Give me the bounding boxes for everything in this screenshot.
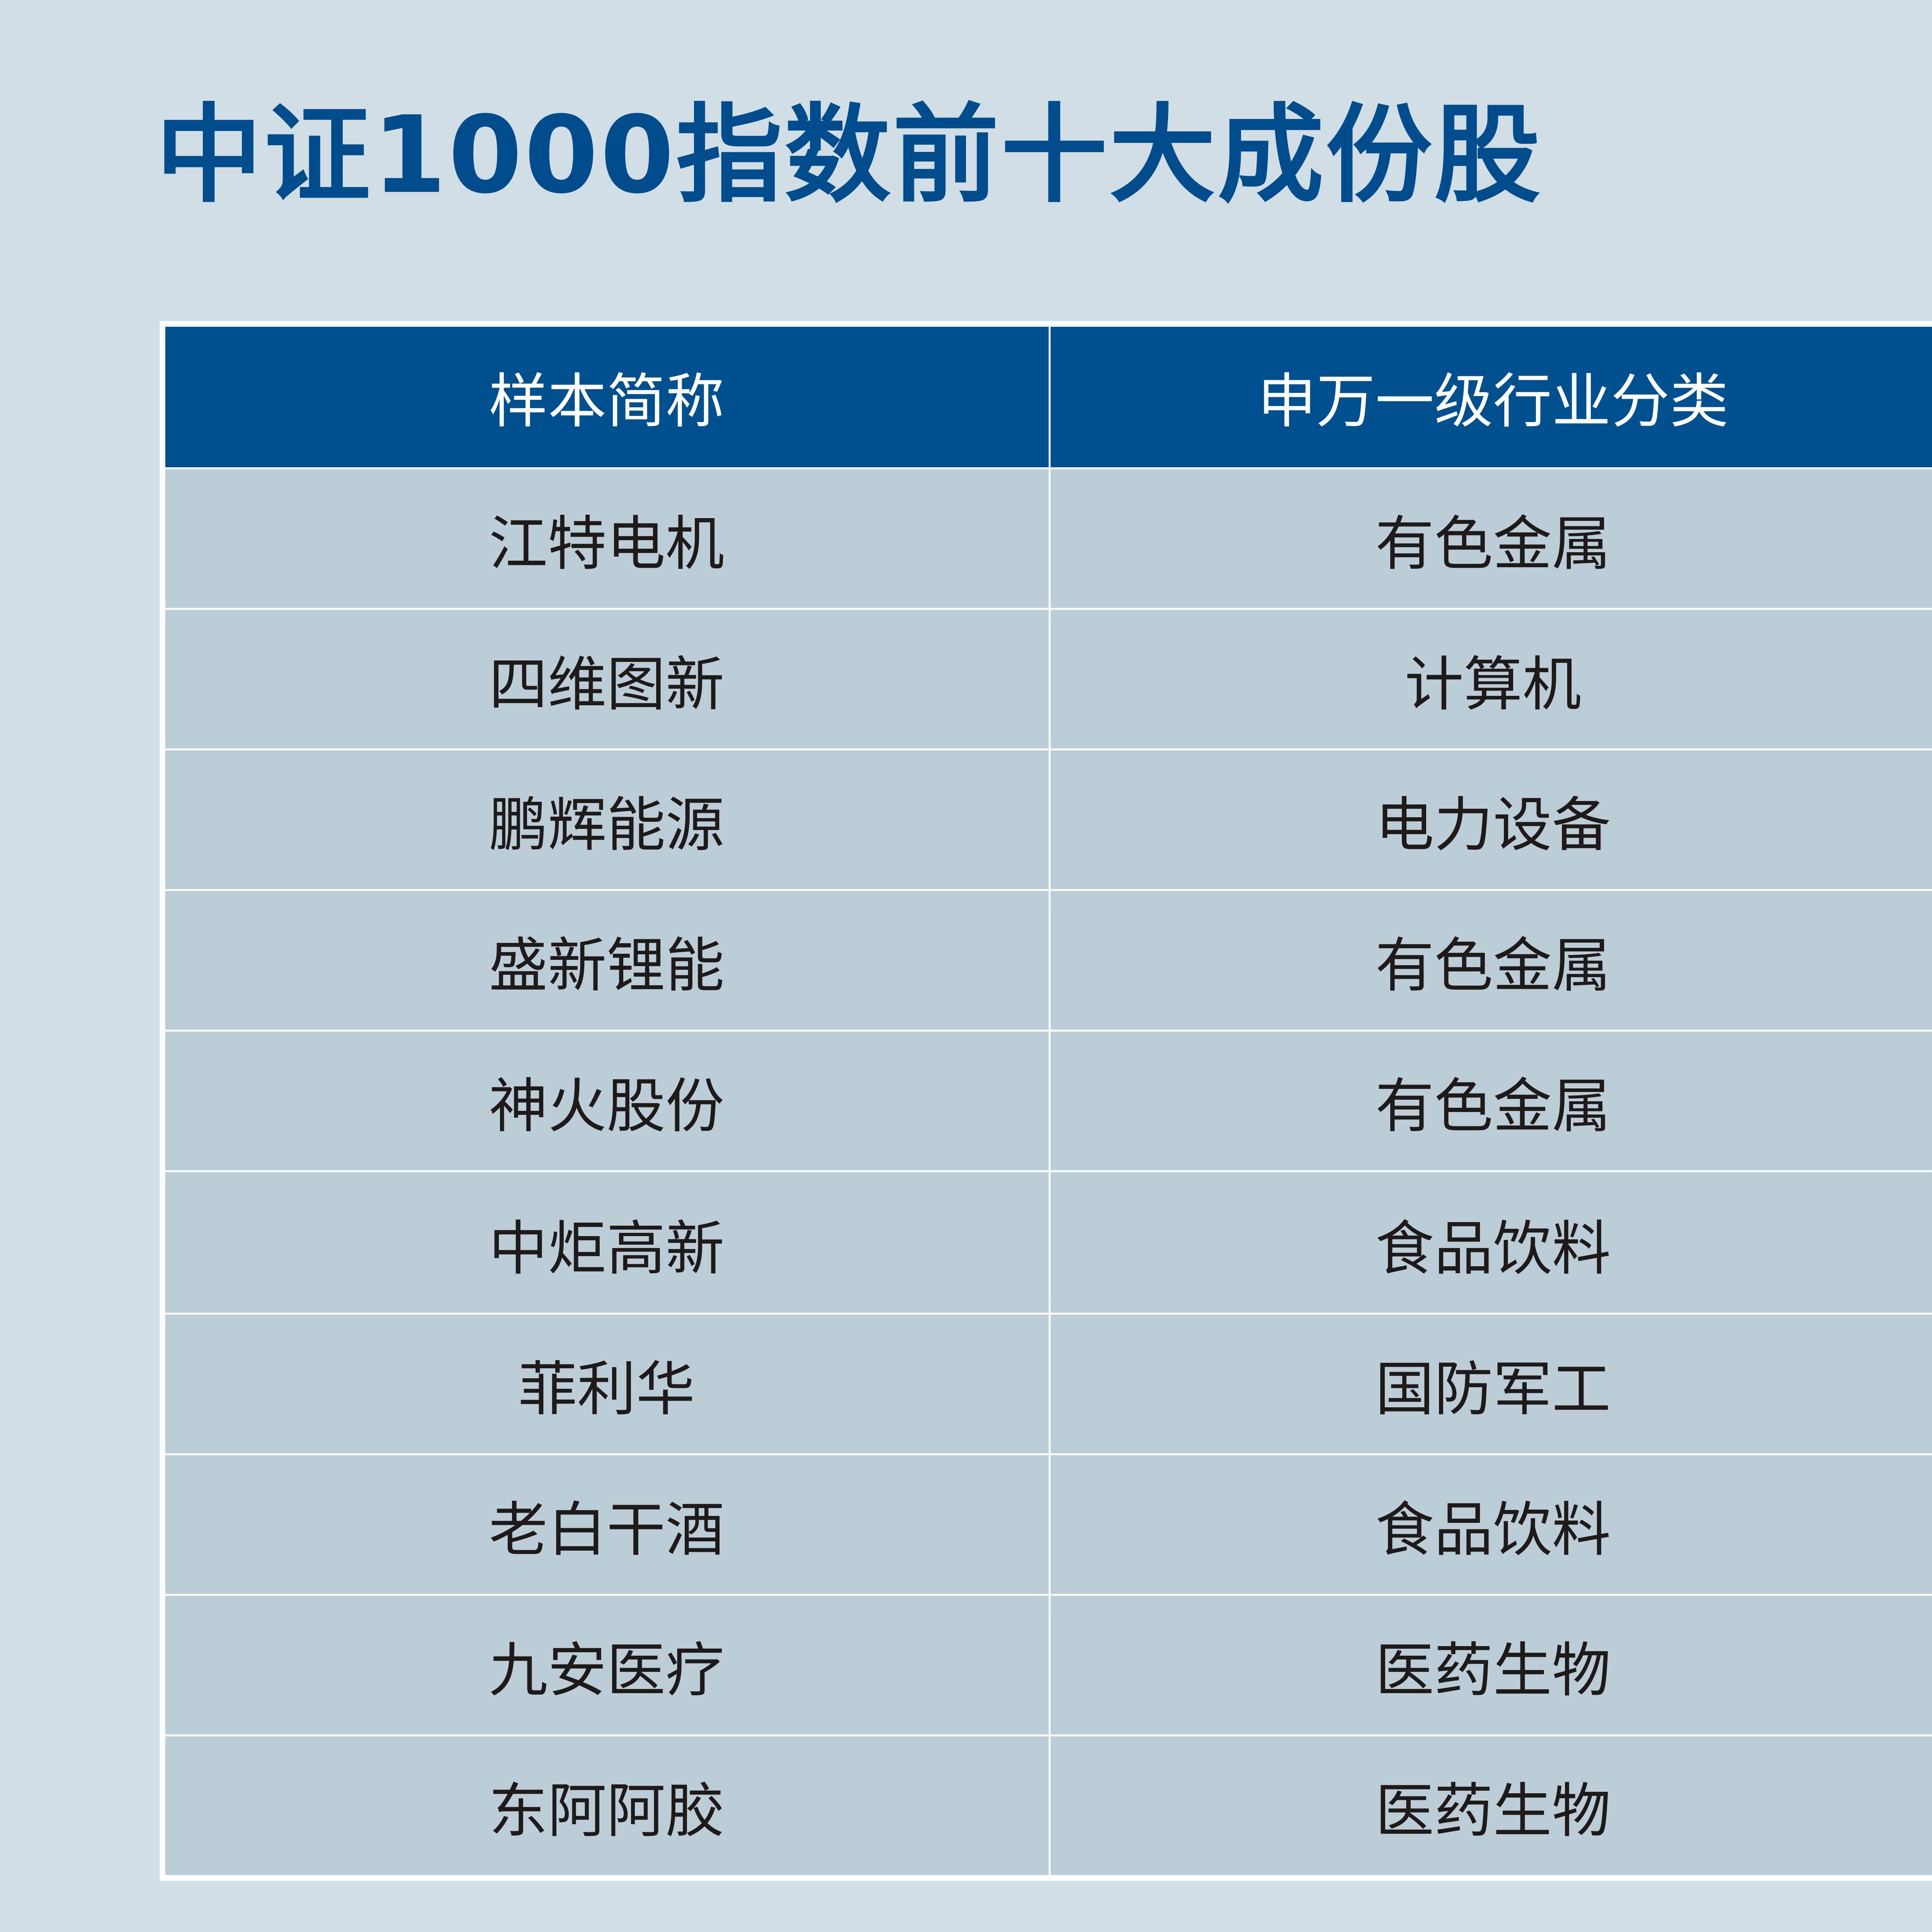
cell-industry: 医药生物 xyxy=(1049,1594,1932,1737)
table-header-row: 样本简称 申万一级行业分类 权重 (%) xyxy=(162,324,1932,468)
cell-name: 四维图新 xyxy=(162,607,1051,750)
cell-industry: 有色金属 xyxy=(1049,1030,1932,1173)
cell-industry: 食品饮料 xyxy=(1049,1171,1932,1314)
cell-name: 鹏辉能源 xyxy=(162,748,1051,891)
table-row: 老白干酒 食品饮料 0.33 xyxy=(162,1453,1932,1596)
cell-industry: 国防军工 xyxy=(1049,1312,1932,1455)
constituents-table-container: 样本简称 申万一级行业分类 权重 (%) 江特电机 有色金属 0.48 四维图新… xyxy=(159,321,1932,1881)
table-row: 中炬高新 食品饮料 0.38 xyxy=(162,1171,1932,1314)
column-header-industry: 申万一级行业分类 xyxy=(1049,324,1932,468)
table-row: 九安医疗 医药生物 0.32 xyxy=(162,1594,1932,1737)
cell-industry: 计算机 xyxy=(1049,607,1932,750)
table-row: 神火股份 有色金属 0.38 xyxy=(162,1030,1932,1173)
table-row: 东阿阿胶 医药生物 0.30 xyxy=(162,1735,1932,1878)
constituents-table: 样本简称 申万一级行业分类 权重 (%) 江特电机 有色金属 0.48 四维图新… xyxy=(162,324,1932,1878)
cell-industry: 有色金属 xyxy=(1049,466,1932,609)
table-row: 菲利华 国防军工 0.36 xyxy=(162,1312,1932,1455)
cell-industry: 医药生物 xyxy=(1049,1735,1932,1878)
cell-name: 东阿阿胶 xyxy=(162,1735,1051,1878)
cell-name: 菲利华 xyxy=(162,1312,1051,1455)
cell-name: 神火股份 xyxy=(162,1030,1051,1173)
cell-name: 江特电机 xyxy=(162,466,1051,609)
page-title: 中证1000指数前十大成份股 xyxy=(156,95,1543,219)
table-row: 四维图新 计算机 0.43 xyxy=(162,607,1932,750)
table-row: 盛新锂能 有色金属 0.39 xyxy=(162,889,1932,1032)
cell-name: 盛新锂能 xyxy=(162,889,1051,1032)
cell-name: 九安医疗 xyxy=(162,1594,1051,1737)
cell-industry: 有色金属 xyxy=(1049,889,1932,1032)
table-row: 鹏辉能源 电力设备 0.41 xyxy=(162,748,1932,891)
cell-industry: 食品饮料 xyxy=(1049,1453,1932,1596)
column-header-name: 样本简称 xyxy=(162,324,1051,468)
cell-name: 中炬高新 xyxy=(162,1171,1051,1314)
cell-name: 老白干酒 xyxy=(162,1453,1051,1596)
cell-industry: 电力设备 xyxy=(1049,748,1932,891)
table-row: 江特电机 有色金属 0.48 xyxy=(162,466,1932,609)
